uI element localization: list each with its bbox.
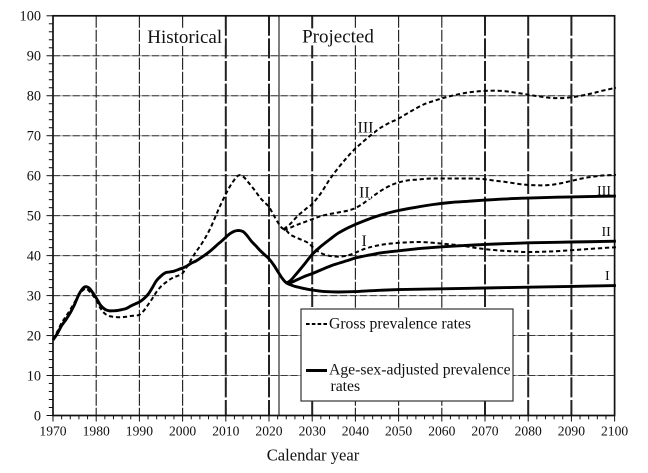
- svg-text:0: 0: [34, 408, 41, 424]
- svg-text:Age-sex-adjusted prevalence: Age-sex-adjusted prevalence: [329, 362, 511, 379]
- svg-text:40: 40: [27, 248, 41, 264]
- svg-text:III: III: [358, 120, 374, 137]
- svg-text:2030: 2030: [299, 424, 326, 439]
- svg-text:Calendar year: Calendar year: [267, 445, 360, 464]
- svg-text:60: 60: [27, 169, 41, 185]
- svg-text:30: 30: [27, 288, 41, 304]
- svg-text:2060: 2060: [428, 424, 455, 439]
- svg-text:Historical: Historical: [147, 27, 222, 48]
- svg-text:100: 100: [20, 9, 41, 25]
- svg-text:70: 70: [27, 129, 41, 145]
- svg-text:20: 20: [27, 328, 41, 344]
- svg-text:2050: 2050: [385, 424, 412, 439]
- svg-text:90: 90: [27, 49, 41, 65]
- svg-text:2000: 2000: [169, 424, 196, 439]
- svg-text:2100: 2100: [601, 424, 628, 439]
- svg-text:III: III: [597, 184, 611, 199]
- svg-text:I: I: [605, 269, 610, 284]
- svg-text:2080: 2080: [515, 424, 542, 439]
- svg-text:rates: rates: [331, 378, 361, 395]
- svg-text:1990: 1990: [126, 424, 153, 439]
- svg-text:II: II: [602, 225, 612, 240]
- svg-text:Projected: Projected: [302, 26, 374, 47]
- svg-text:10: 10: [27, 368, 41, 384]
- svg-text:Gross prevalence rates: Gross prevalence rates: [329, 316, 471, 333]
- svg-text:80: 80: [27, 89, 41, 105]
- svg-text:2010: 2010: [212, 424, 239, 439]
- svg-text:1970: 1970: [39, 424, 66, 439]
- svg-text:2020: 2020: [255, 424, 282, 439]
- svg-text:I: I: [362, 233, 367, 250]
- svg-text:1980: 1980: [83, 424, 110, 439]
- svg-text:2090: 2090: [558, 424, 585, 439]
- svg-text:2040: 2040: [342, 424, 369, 439]
- svg-text:50: 50: [27, 209, 41, 225]
- svg-text:2070: 2070: [471, 424, 498, 439]
- svg-text:II: II: [359, 185, 370, 202]
